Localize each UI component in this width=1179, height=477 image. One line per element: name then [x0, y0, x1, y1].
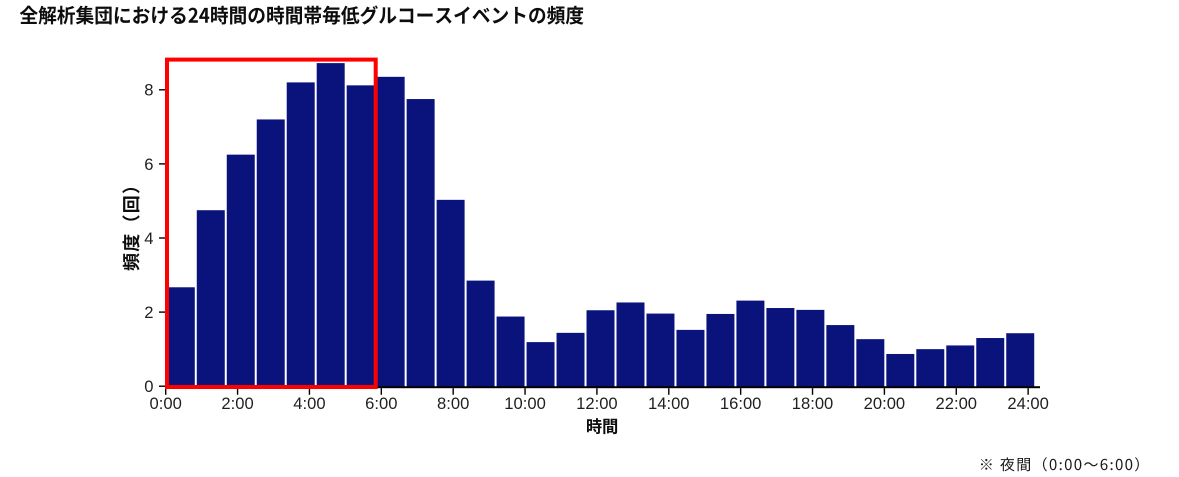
svg-text:22:00: 22:00 — [936, 394, 978, 413]
svg-text:18:00: 18:00 — [792, 394, 834, 413]
svg-text:4: 4 — [144, 229, 153, 248]
svg-text:10:00: 10:00 — [504, 394, 546, 413]
svg-text:4:00: 4:00 — [293, 394, 325, 413]
svg-text:2: 2 — [144, 303, 153, 322]
svg-text:14:00: 14:00 — [648, 394, 690, 413]
svg-text:24:00: 24:00 — [1007, 394, 1049, 413]
svg-text:8:00: 8:00 — [437, 394, 469, 413]
svg-text:6:00: 6:00 — [365, 394, 397, 413]
svg-text:0:00: 0:00 — [150, 394, 182, 413]
svg-text:12:00: 12:00 — [576, 394, 618, 413]
svg-text:20:00: 20:00 — [864, 394, 906, 413]
svg-text:2:00: 2:00 — [221, 394, 253, 413]
svg-text:16:00: 16:00 — [720, 394, 762, 413]
svg-text:0: 0 — [144, 377, 153, 396]
svg-text:8: 8 — [144, 81, 153, 100]
svg-text:6: 6 — [144, 155, 153, 174]
